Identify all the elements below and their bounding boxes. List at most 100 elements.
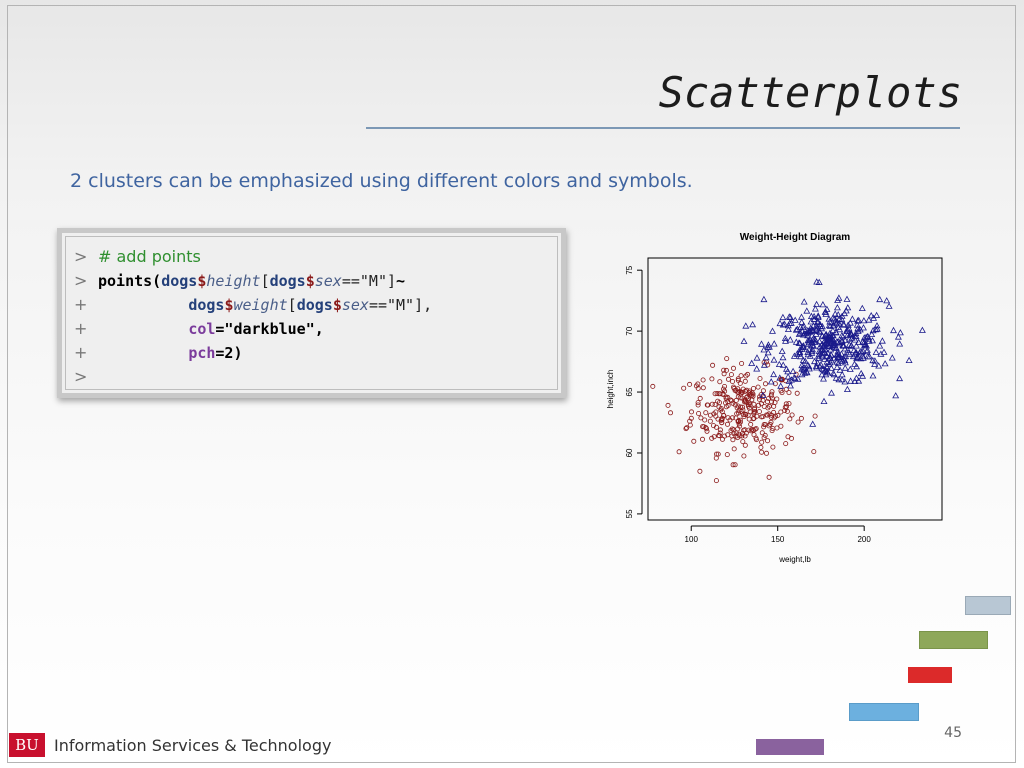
data-point-circle	[716, 433, 722, 439]
data-point-circle	[784, 408, 790, 414]
data-point-circle	[746, 400, 752, 406]
data-point-triangle	[801, 364, 809, 371]
data-point-triangle	[810, 342, 818, 349]
data-point-triangle	[847, 377, 855, 384]
data-point-triangle	[835, 294, 843, 301]
data-point-triangle	[825, 315, 833, 322]
data-point-circle	[725, 421, 731, 427]
data-point-triangle	[890, 326, 897, 334]
data-point-triangle	[840, 342, 848, 349]
argument-value: =2)	[215, 344, 243, 362]
data-point-triangle	[849, 352, 857, 360]
y-axis-label: height,inch	[606, 370, 615, 409]
argument-value: ="darkblue",	[215, 320, 324, 338]
data-point-circle	[758, 414, 764, 420]
data-point-triangle	[805, 346, 813, 353]
y-tick-label: 65	[625, 387, 634, 396]
data-point-circle	[739, 404, 745, 410]
data-point-triangle	[786, 313, 794, 320]
data-point-triangle	[786, 336, 794, 343]
data-point-triangle	[857, 369, 865, 377]
data-point-circle	[695, 402, 701, 408]
data-point-triangle	[842, 307, 850, 314]
data-point-circle	[739, 389, 745, 395]
x-tick-label: 150	[771, 535, 785, 544]
data-point-triangle	[905, 356, 913, 364]
data-point-circle	[718, 417, 724, 423]
data-point-circle	[650, 383, 656, 389]
data-point-circle	[713, 409, 719, 415]
data-point-triangle	[872, 348, 880, 356]
data-point-triangle	[823, 334, 831, 341]
data-point-triangle	[841, 364, 849, 371]
data-point-circle	[753, 435, 759, 441]
data-point-triangle	[812, 326, 820, 333]
data-point-circle	[738, 404, 744, 410]
data-point-triangle	[817, 361, 825, 368]
data-point-circle	[770, 426, 776, 432]
data-point-circle	[705, 402, 711, 408]
data-point-triangle	[867, 311, 875, 319]
argument-name: pch	[188, 344, 216, 362]
data-point-circle	[742, 397, 748, 403]
data-point-circle	[755, 384, 761, 390]
y-tick-label: 60	[625, 448, 634, 457]
data-point-triangle	[790, 374, 798, 381]
code-block-inner: > # add points > points(dogs$height[dogs$s…	[65, 236, 558, 390]
data-point-triangle	[838, 316, 846, 323]
data-point-circle	[695, 385, 701, 391]
field-name: sex	[314, 272, 342, 290]
data-point-triangle	[858, 304, 866, 311]
code-block: > # add points > points(dogs$height[dogs$s…	[57, 228, 566, 398]
data-point-triangle	[776, 319, 784, 327]
data-point-triangle	[846, 365, 854, 372]
data-point-triangle	[805, 365, 813, 372]
data-point-triangle	[832, 329, 840, 336]
scatter-chart: 100 150 200 55 60 65 70 75 Weight-Height Diagra…	[606, 232, 943, 564]
data-point-circle	[712, 391, 718, 397]
argument-name: col	[188, 320, 216, 338]
data-point-circle	[812, 413, 818, 419]
data-point-triangle	[878, 337, 886, 344]
data-point-circle	[768, 393, 774, 399]
chart-title: Weight-Height Diagram	[740, 232, 850, 243]
data-point-circle	[770, 444, 776, 450]
data-point-triangle	[869, 356, 877, 364]
data-point-triangle	[852, 374, 860, 381]
data-point-triangle	[859, 352, 867, 359]
data-point-triangle	[810, 312, 818, 320]
data-point-circle	[787, 416, 793, 422]
data-point-circle	[756, 409, 762, 415]
data-point-triangle	[896, 374, 904, 382]
data-point-triangle	[883, 297, 891, 304]
data-point-triangle	[885, 302, 893, 309]
data-point-triangle	[788, 376, 795, 383]
data-point-circle	[700, 377, 706, 383]
data-point-triangle	[824, 349, 832, 356]
data-point-triangle	[828, 341, 836, 348]
y-tick-label: 70	[625, 326, 634, 335]
data-point-triangle	[742, 322, 750, 329]
data-point-triangle	[816, 362, 824, 370]
code-line-5: + pch=2)	[74, 341, 243, 365]
data-point-circle	[688, 415, 694, 421]
data-point-triangle	[836, 325, 844, 333]
data-point-triangle	[806, 352, 814, 359]
y-tick-label: 75	[625, 265, 634, 274]
data-point-triangle	[785, 313, 793, 320]
code-line-3: + dogs$weight[dogs$sex=="M"],	[74, 293, 432, 317]
data-point-circle	[736, 431, 742, 437]
data-point-triangle	[798, 318, 806, 325]
data-point-circle	[713, 455, 719, 461]
data-point-triangle	[869, 372, 877, 379]
data-point-triangle	[819, 300, 827, 308]
data-point-circle	[746, 416, 752, 422]
data-point-circle	[738, 373, 744, 379]
data-point-triangle	[820, 397, 828, 405]
data-point-triangle	[787, 382, 794, 389]
data-point-triangle	[805, 362, 813, 370]
data-point-triangle	[843, 295, 851, 302]
data-point-circle	[745, 403, 751, 409]
data-point-circle	[740, 412, 746, 418]
data-point-triangle	[770, 370, 778, 378]
